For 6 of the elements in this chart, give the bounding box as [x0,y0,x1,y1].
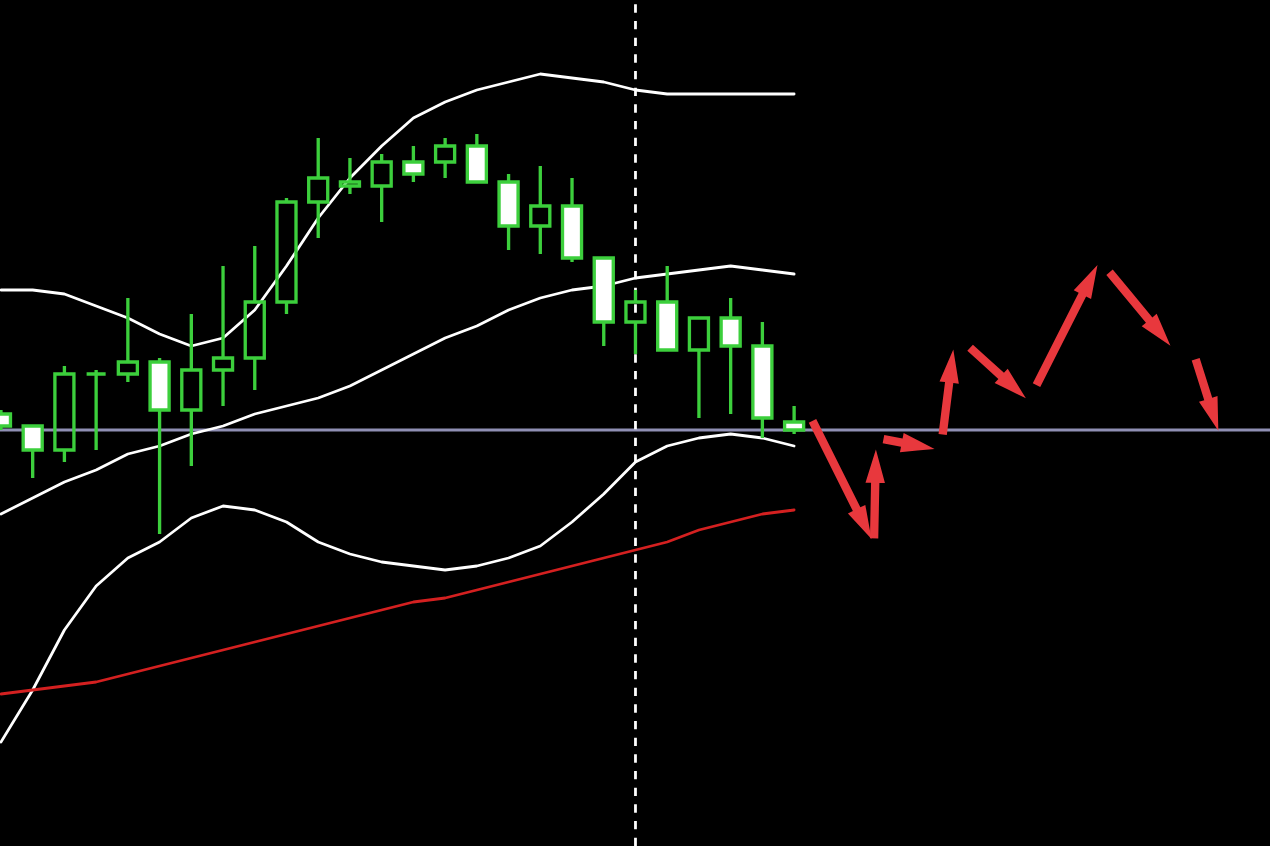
candlestick [307,136,330,240]
candlestick [529,164,552,256]
candlestick [211,264,235,408]
candlestick [719,296,742,416]
candlestick [243,244,266,392]
candlestick [180,312,203,468]
